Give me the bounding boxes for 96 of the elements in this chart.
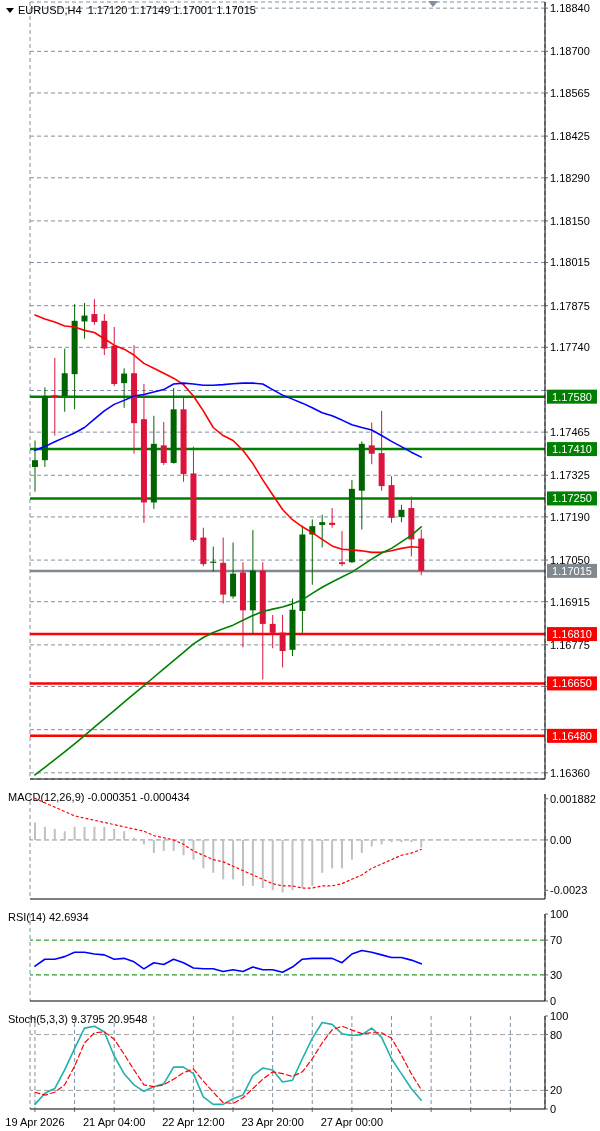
bar — [420, 839, 423, 848]
bar — [321, 839, 324, 873]
y-tick-label: 1.16360 — [550, 766, 590, 779]
ref-line-label: 1.17250 — [552, 492, 592, 505]
bar — [172, 839, 175, 851]
ref-line-label: 1.17410 — [552, 443, 592, 456]
candlestick — [230, 542, 237, 600]
bar — [370, 839, 373, 847]
x-tick-label: 21 Apr 04:00 — [82, 1116, 146, 1128]
y-tick-label: 1.17325 — [550, 469, 590, 482]
y-tick-label: 1.17875 — [550, 299, 590, 312]
y-tick-label: 0 — [550, 994, 557, 1007]
chart-title: MACD(12,26,9) -0.000351 -0.000434 — [8, 791, 190, 803]
x-tick-label: 27 Apr 00:00 — [320, 1116, 384, 1128]
candlestick — [368, 422, 375, 465]
candlestick — [160, 421, 167, 466]
candlestick — [339, 530, 346, 567]
bar — [360, 839, 363, 854]
candlestick — [319, 514, 326, 548]
bar — [400, 839, 403, 843]
y-tick-label: 1.17465 — [550, 426, 590, 439]
y-tick-label: 1.18290 — [550, 171, 590, 184]
y-tick-label: 20 — [550, 1084, 563, 1097]
bar — [212, 839, 215, 873]
bar — [162, 839, 165, 851]
line-series — [34, 949, 422, 974]
bar — [261, 839, 264, 889]
x-tick-label: 19 Apr 2026 — [5, 1116, 65, 1128]
y-tick-label: 1.18015 — [550, 256, 590, 269]
bar — [311, 839, 314, 886]
ref-line-label: 1.16810 — [552, 628, 592, 641]
y-tick-label: 30 — [550, 968, 563, 981]
y-tick-label: 1.17190 — [550, 510, 590, 523]
bar — [43, 826, 46, 840]
bar — [123, 831, 126, 840]
line-series — [34, 525, 422, 776]
bar — [251, 839, 254, 886]
y-tick-label: 0.00 — [550, 833, 572, 846]
bar — [331, 839, 334, 869]
ref-line-label: 1.16650 — [552, 677, 592, 690]
chart-title: Stoch(5,3,3) 9.3795 20.9548 — [8, 1013, 148, 1025]
y-tick-label: 1.18840 — [550, 2, 590, 15]
x-tick-label: 23 Apr 20:00 — [241, 1116, 304, 1128]
bar — [390, 839, 393, 843]
bar — [232, 839, 235, 880]
bar — [241, 839, 244, 886]
y-tick-label: 1.16775 — [550, 638, 590, 651]
bar — [271, 839, 274, 891]
chart-title: EURUSD,H4 1.17120 1.17149 1.17001 1.17015 — [18, 4, 256, 16]
ref-line-label: 1.17580 — [552, 390, 592, 403]
bar — [350, 839, 353, 860]
bar — [301, 839, 304, 889]
ref-line-label: 1.17015 — [552, 564, 592, 577]
candlestick — [329, 507, 336, 529]
bar — [341, 839, 344, 869]
ref-line-label: 1.16480 — [552, 729, 592, 742]
chart-title: RSI(14) 42.6934 — [8, 911, 89, 923]
y-tick-label: 1.18425 — [550, 130, 590, 143]
bar — [281, 839, 284, 893]
bar — [291, 839, 294, 891]
y-tick-label: 1.16915 — [550, 595, 590, 608]
bar — [182, 839, 185, 856]
bar — [93, 826, 96, 840]
y-tick-label: 100 — [550, 1009, 569, 1022]
candlestick — [32, 439, 38, 493]
candlestick — [269, 614, 276, 649]
y-tick-label: 100 — [550, 907, 569, 920]
bar — [53, 829, 56, 840]
candlestick — [91, 298, 98, 326]
line-series — [34, 382, 422, 458]
candlestick — [61, 348, 68, 413]
y-tick-label: 0 — [550, 1102, 557, 1115]
bar — [152, 839, 155, 854]
candlestick — [279, 614, 286, 668]
bar — [34, 822, 36, 840]
y-tick-label: 1.18565 — [550, 86, 590, 99]
bar — [202, 839, 205, 869]
y-tick-label: 1.18700 — [550, 45, 590, 58]
y-tick-label: 70 — [550, 934, 563, 947]
y-tick-label: 80 — [550, 1028, 563, 1041]
y-tick-label: 1.17740 — [550, 341, 590, 354]
x-tick-label: 22 Apr 12:00 — [162, 1116, 225, 1128]
bar — [83, 826, 86, 840]
y-tick-label: 1.18150 — [550, 214, 590, 227]
bar — [133, 837, 136, 840]
bar — [222, 839, 225, 880]
y-tick-label: 0.001882 — [550, 792, 596, 805]
bar — [410, 839, 413, 843]
bar — [192, 839, 195, 860]
bar — [73, 826, 76, 840]
bar — [103, 826, 106, 840]
candlestick — [51, 357, 58, 437]
bar — [113, 829, 116, 840]
y-tick-label: -0.0023 — [550, 884, 588, 897]
candlestick — [121, 367, 128, 409]
y-tick-label: 1.17050 — [550, 553, 590, 566]
